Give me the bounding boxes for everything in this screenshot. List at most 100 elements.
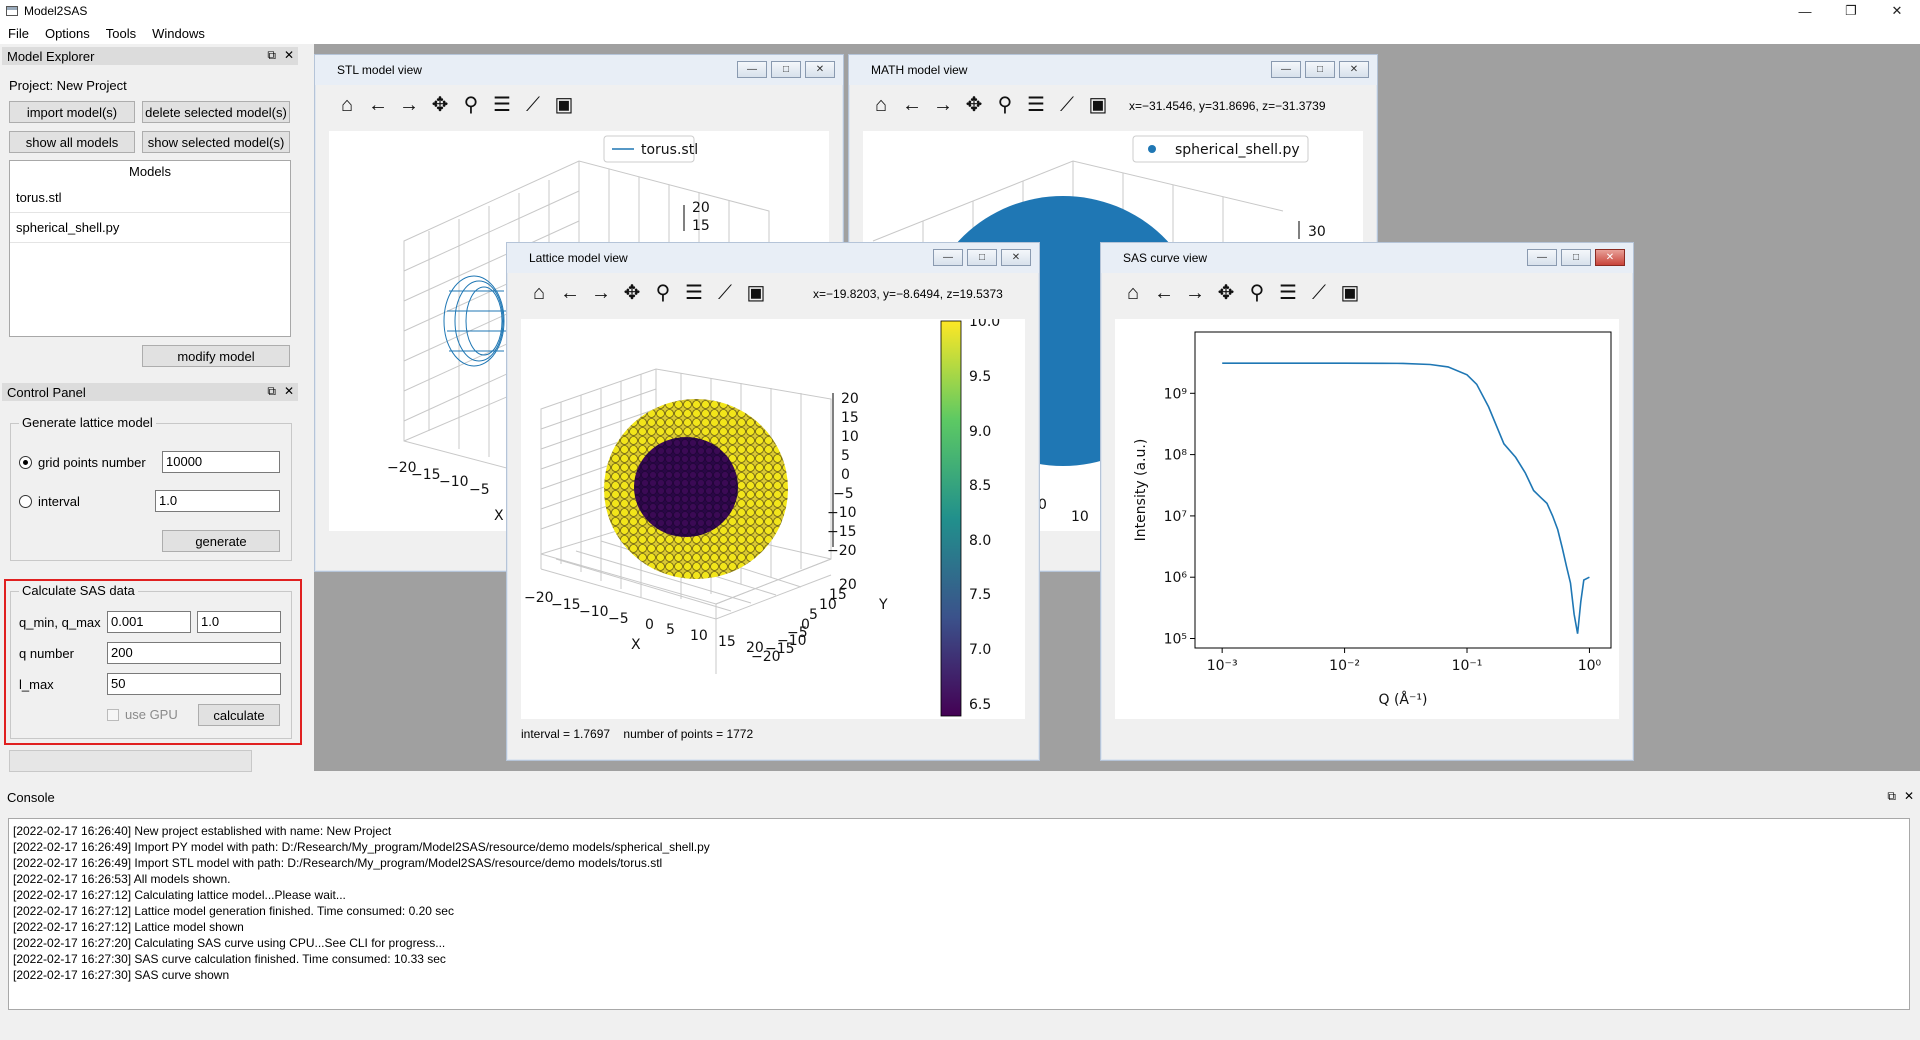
float-icon[interactable]: ⧉ (1887, 789, 1896, 803)
menu-file[interactable]: File (8, 25, 29, 41)
sas-curve-window[interactable]: SAS curve view — □ ✕ ⌂ ← → ✥ ⚲ ☰ ⟋ ▣ 10⁻³ 1… (1100, 242, 1634, 761)
minimize-button[interactable]: — (1798, 3, 1812, 19)
pan-icon[interactable]: ✥ (623, 282, 641, 304)
models-list: Models torus.stl spherical_shell.py (9, 160, 291, 337)
back-arrow-icon[interactable]: ← (368, 94, 388, 116)
list-item[interactable]: torus.stl (10, 183, 290, 213)
forward-arrow-icon[interactable]: → (591, 282, 611, 304)
minimize-icon[interactable]: — (737, 61, 767, 78)
back-arrow-icon[interactable]: ← (1154, 282, 1174, 304)
menu-windows[interactable]: Windows (152, 25, 205, 41)
axes-edit-icon[interactable]: ⟋ (718, 282, 732, 304)
qmin-input[interactable]: 0.001 (107, 611, 191, 633)
close-icon[interactable]: ✕ (1001, 249, 1031, 266)
lattice-group: Generate lattice model (10, 415, 292, 561)
lattice-x-tick: 0 (645, 617, 654, 633)
use-gpu-checkbox[interactable] (107, 709, 119, 721)
close-icon[interactable]: ✕ (283, 48, 294, 62)
qmax-input[interactable]: 1.0 (197, 611, 281, 633)
show-all-models-button[interactable]: show all models (9, 131, 135, 153)
zoom-icon[interactable]: ⚲ (1249, 282, 1265, 304)
delete-models-button[interactable]: delete selected model(s) (142, 101, 290, 123)
forward-arrow-icon[interactable]: → (1185, 282, 1205, 304)
lattice-coords: x=−19.8203, y=−8.6494, z=19.5373 (813, 287, 1003, 301)
axes-edit-icon[interactable]: ⟋ (526, 94, 540, 116)
home-icon[interactable]: ⌂ (874, 94, 888, 116)
modify-model-button[interactable]: modify model (142, 345, 290, 367)
subplots-icon[interactable]: ☰ (1027, 94, 1045, 116)
interval-input[interactable]: 1.0 (155, 490, 280, 512)
save-icon[interactable]: ▣ (1088, 94, 1108, 116)
minimize-icon[interactable]: — (1527, 249, 1557, 266)
model-explorer-titlebar[interactable]: Model Explorer ⧉ ✕ (2, 47, 298, 65)
console-titlebar[interactable]: Console ⧉ ✕ (2, 788, 1918, 806)
pan-icon[interactable]: ✥ (965, 94, 983, 116)
float-icon[interactable]: ⧉ (267, 384, 276, 398)
lattice-z-tick: −10 (827, 505, 857, 521)
qnumber-input[interactable]: 200 (107, 642, 281, 664)
zoom-icon[interactable]: ⚲ (997, 94, 1013, 116)
grid-points-input[interactable]: 10000 (162, 451, 280, 473)
console-line: [2022-02-17 16:27:20] Calculating SAS cu… (13, 936, 446, 950)
generate-button[interactable]: generate (162, 530, 280, 552)
interval-radio[interactable] (19, 495, 32, 508)
maximize-icon[interactable]: □ (1305, 61, 1335, 78)
grid-points-radio[interactable] (19, 456, 32, 469)
back-arrow-icon[interactable]: ← (560, 282, 580, 304)
close-icon[interactable]: ✕ (805, 61, 835, 78)
close-button[interactable]: ✕ (1891, 3, 1903, 18)
import-models-button[interactable]: import model(s) (9, 101, 135, 123)
lattice-z-tick: 10 (841, 429, 859, 445)
restore-button[interactable]: ❐ (1845, 3, 1857, 18)
home-icon[interactable]: ⌂ (340, 94, 354, 116)
forward-arrow-icon[interactable]: → (399, 94, 419, 116)
sas-plot[interactable]: 10⁻³ 10⁻² 10⁻¹ 10⁰ 10⁵ 10⁶ 10⁷ 10⁸ 10⁹ Q (Å⁻¹) I… (1115, 319, 1619, 719)
zoom-icon[interactable]: ⚲ (463, 94, 479, 116)
lattice-x-tick: 20 (746, 640, 764, 656)
minimize-icon[interactable]: — (1271, 61, 1301, 78)
save-icon[interactable]: ▣ (746, 282, 766, 304)
control-panel-titlebar[interactable]: Control Panel ⧉ ✕ (2, 383, 298, 401)
stl-x-label: X (494, 508, 504, 524)
sas-chart[interactable]: 10⁻³ 10⁻² 10⁻¹ 10⁰ 10⁵ 10⁶ 10⁷ 10⁸ 10⁹ Q (Å⁻¹) I… (1115, 319, 1619, 719)
home-icon[interactable]: ⌂ (1126, 282, 1140, 304)
maximize-icon[interactable]: □ (1561, 249, 1591, 266)
lattice-y-tick: 5 (809, 607, 818, 623)
lattice-x-label: X (631, 637, 641, 653)
axes-edit-icon[interactable]: ⟋ (1060, 94, 1074, 116)
show-selected-models-button[interactable]: show selected model(s) (142, 131, 290, 153)
home-icon[interactable]: ⌂ (532, 282, 546, 304)
sas-window-title: SAS curve view (1123, 251, 1208, 265)
console-output[interactable]: [2022-02-17 16:26:40] New project establ… (8, 818, 1910, 1010)
save-icon[interactable]: ▣ (554, 94, 574, 116)
zoom-icon[interactable]: ⚲ (655, 282, 671, 304)
axes-edit-icon[interactable]: ⟋ (1312, 282, 1326, 304)
menu-tools[interactable]: Tools (105, 25, 137, 41)
calculate-button[interactable]: calculate (198, 704, 280, 726)
lmax-input[interactable]: 50 (107, 673, 281, 695)
subplots-icon[interactable]: ☰ (685, 282, 703, 304)
lattice-window-title: Lattice model view (529, 251, 628, 265)
maximize-icon[interactable]: □ (967, 249, 997, 266)
lattice-plot[interactable]: 20 15 10 5 0 −5 −10 −15 −20 −20 −15 −10 … (521, 314, 1025, 719)
lattice-x-tick: −20 (524, 590, 554, 606)
subplots-icon[interactable]: ☰ (493, 94, 511, 116)
maximize-icon[interactable]: □ (771, 61, 801, 78)
back-arrow-icon[interactable]: ← (902, 94, 922, 116)
lattice-model-window[interactable]: Lattice model view — □ ✕ ⌂ ← → ✥ ⚲ ☰ ⟋ ▣ x… (506, 242, 1040, 761)
mdi-area: STL model view — □ ✕ ⌂ ← → ✥ ⚲ ☰ ⟋ ▣ (314, 44, 1920, 771)
pan-icon[interactable]: ✥ (1217, 282, 1235, 304)
forward-arrow-icon[interactable]: → (933, 94, 953, 116)
close-icon[interactable]: ✕ (1595, 249, 1625, 266)
save-icon[interactable]: ▣ (1340, 282, 1360, 304)
pan-icon[interactable]: ✥ (431, 94, 449, 116)
close-icon[interactable]: ✕ (1903, 789, 1914, 803)
float-icon[interactable]: ⧉ (267, 48, 276, 62)
close-icon[interactable]: ✕ (283, 384, 294, 398)
close-icon[interactable]: ✕ (1339, 61, 1369, 78)
minimize-icon[interactable]: — (933, 249, 963, 266)
console-line: [2022-02-17 16:27:30] SAS curve shown (13, 968, 230, 982)
subplots-icon[interactable]: ☰ (1279, 282, 1297, 304)
list-item[interactable]: spherical_shell.py (10, 213, 290, 243)
menu-options[interactable]: Options (44, 25, 90, 41)
